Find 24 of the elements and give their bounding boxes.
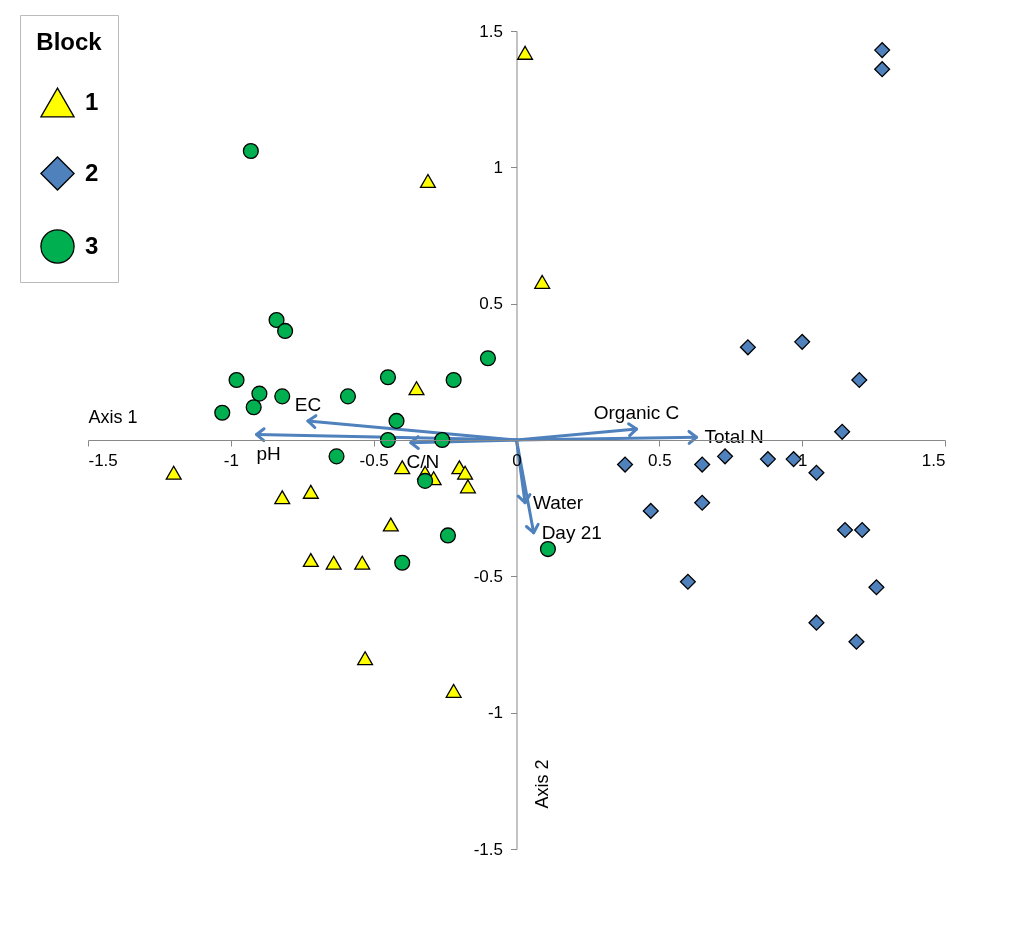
- annotation: Water: [533, 491, 584, 513]
- y-tick-label: -1: [487, 703, 503, 723]
- y-tick-label: -1.5: [473, 839, 503, 859]
- legend-label: 1: [85, 87, 99, 115]
- annotation: EC: [294, 393, 322, 415]
- y-tick-label: 1: [493, 157, 503, 177]
- x-tick-label: -1: [223, 450, 239, 470]
- x-tick-label: -1.5: [88, 450, 118, 470]
- y-tick-label: -0.5: [473, 566, 503, 586]
- annotation: Organic C: [593, 402, 680, 424]
- y-tick-label: 1.5: [479, 21, 503, 41]
- x-tick-label: -0.5: [359, 450, 389, 470]
- annotation: C/N: [406, 450, 440, 472]
- y-tick-label: 0.5: [479, 294, 503, 314]
- x-tick-label: 0.5: [648, 450, 672, 470]
- annotation: pH: [256, 442, 281, 464]
- legend-title: Block: [36, 28, 103, 55]
- annotation: Day 21: [541, 521, 602, 543]
- x-tick-label: 1: [797, 450, 808, 470]
- x-tick-label: 1.5: [921, 450, 946, 470]
- legend-label: 2: [85, 158, 99, 186]
- x-axis-title: Axis 1: [88, 406, 138, 427]
- y-axis-title: Axis 2: [532, 759, 552, 809]
- legend-label: 3: [85, 231, 99, 259]
